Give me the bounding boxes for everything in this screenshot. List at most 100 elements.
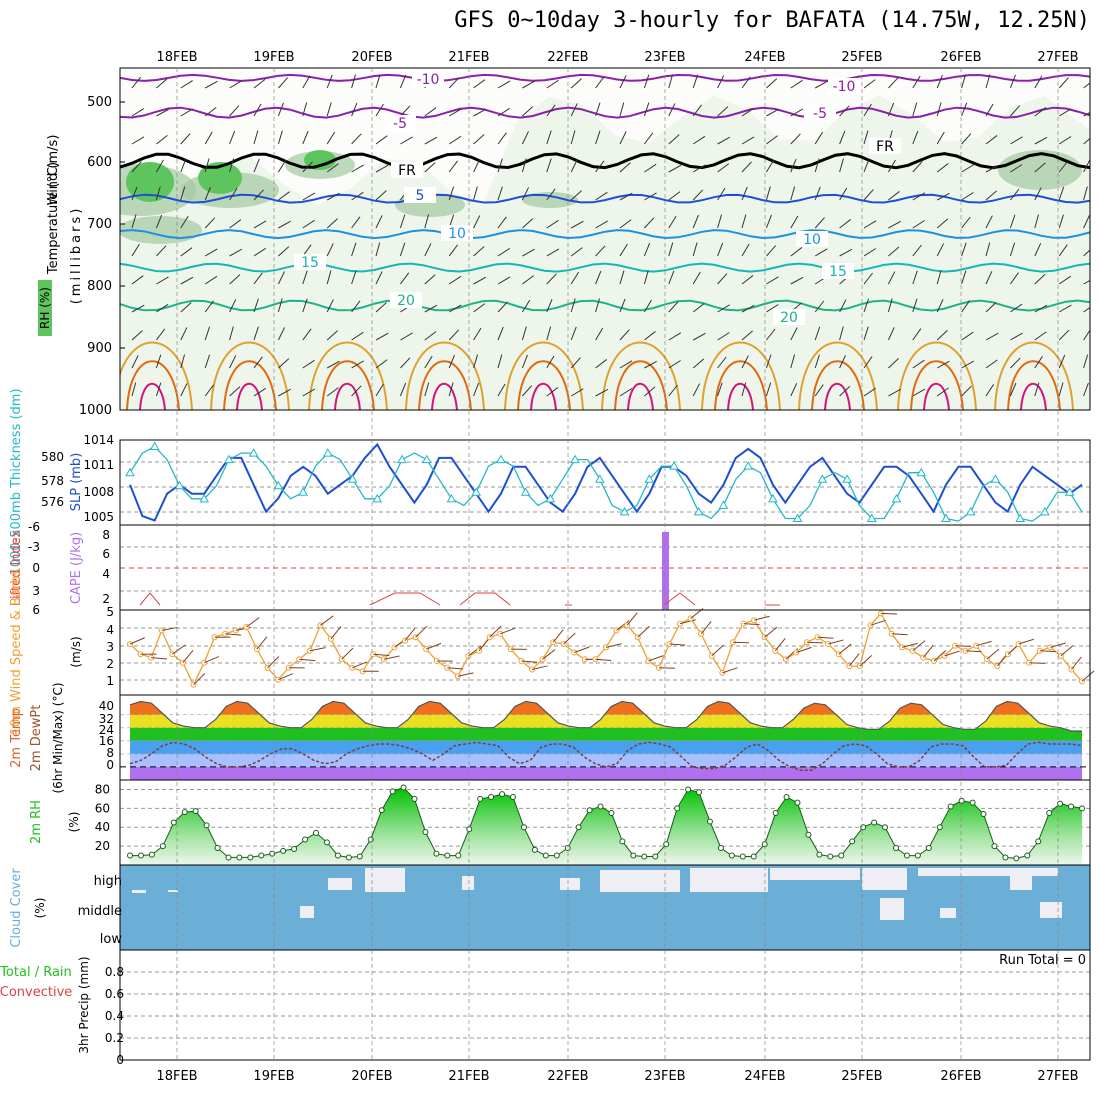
rh-point (772, 810, 779, 817)
wind-barb (521, 660, 538, 663)
wind-barb (375, 359, 388, 369)
wind-barb (922, 644, 934, 658)
thickness-point (174, 480, 185, 490)
wind-barb (473, 159, 481, 173)
wind-barb (326, 131, 336, 145)
wind-barb (936, 330, 948, 341)
isotherm-35 (627, 382, 654, 410)
rh-point (739, 853, 746, 860)
wind-barb (497, 216, 507, 229)
precip-tick-label: 0.6 (105, 987, 124, 1001)
wind-barb (1009, 382, 1017, 397)
wind-barb (741, 275, 754, 285)
wind-barb (912, 388, 926, 397)
temp-band (130, 714, 1082, 728)
rh-point (597, 803, 604, 810)
rh-point (520, 824, 527, 831)
day-label-bottom: 25FEB (841, 1069, 882, 1084)
wind-barb (839, 355, 846, 369)
wind-barb (1083, 215, 1090, 229)
wind-barb (204, 384, 215, 397)
rh-point (882, 824, 889, 831)
wind-barb (375, 74, 381, 89)
wind-barb (766, 304, 779, 313)
wind-barb (863, 387, 876, 397)
rh-point (356, 853, 363, 860)
wind-barb (985, 215, 993, 229)
wind-barb (863, 272, 874, 285)
thickness-point (421, 454, 432, 464)
wind-barb (595, 130, 601, 145)
wind-barb (570, 388, 584, 397)
wind-barb (644, 192, 657, 201)
wind-barb (648, 655, 664, 662)
wind-barb (692, 214, 699, 229)
thickness-point (298, 487, 308, 496)
wind-barb (473, 276, 487, 285)
wind-barb (692, 303, 705, 313)
wind-barb (155, 214, 163, 229)
thickness-point (817, 474, 828, 483)
wind-barb (1009, 74, 1016, 89)
wind-barb (790, 383, 798, 397)
wind-barb (644, 386, 656, 397)
wind-barb (424, 243, 432, 257)
wind-barb (497, 276, 511, 285)
panel-label: CAPE (J/kg) (69, 532, 84, 604)
cape-li-panel: -6 -3 0 3 6 8 6 4 2 Lifted Index CAPE (J/kg) (9, 520, 1090, 617)
wind-barb (888, 220, 901, 229)
wind-barb (448, 108, 462, 117)
rh-point (958, 797, 965, 804)
wind-barb (1034, 75, 1043, 89)
wind-barb (522, 80, 535, 89)
day-label-top: 21FEB (448, 50, 489, 65)
wind-barb (156, 108, 169, 117)
wind-barb (595, 245, 606, 257)
wind-barb (473, 186, 478, 201)
wind-barb (839, 386, 851, 397)
wind-barb (448, 329, 460, 341)
lifted-index-line (663, 592, 696, 606)
rh-point (553, 852, 560, 859)
wind-barb (1083, 137, 1090, 145)
wind-barb (912, 298, 918, 313)
wind-barb (1010, 303, 1023, 313)
run-total: Run Total = 0 (999, 953, 1086, 968)
wind-barb (172, 644, 186, 655)
wind-barb (253, 189, 264, 201)
day-label-top: 18FEB (156, 50, 197, 65)
wind-barb (722, 667, 738, 674)
wind-barb (806, 641, 823, 644)
wind-barb (668, 301, 679, 313)
isotherm-label: FR (398, 163, 416, 179)
wind-barb (546, 130, 552, 145)
isotherm-25 (120, 341, 193, 410)
wind-barb (863, 220, 877, 229)
wind-barb (814, 354, 820, 369)
wind-barb (985, 74, 991, 89)
wind-barb (478, 638, 490, 652)
panel-label: Lifted Index (9, 529, 24, 606)
wind-barb (766, 78, 778, 89)
wind-barb (1058, 304, 1072, 313)
wind-barb (180, 133, 191, 145)
wind-barb (424, 214, 430, 229)
wind-barb (400, 272, 410, 285)
lifted-index-line (459, 592, 511, 606)
rh-point (509, 794, 516, 800)
wind-barb (204, 158, 210, 173)
wind-barb (717, 304, 730, 313)
wind-barb (1083, 382, 1089, 397)
wind-barb (863, 158, 870, 173)
wind-barb (912, 161, 923, 173)
thickness-point (669, 461, 679, 470)
isotherm-30 (223, 360, 277, 410)
wind-barb (497, 132, 507, 145)
rh-point (969, 799, 976, 806)
wind-barb (961, 216, 971, 229)
isotherm-30 (517, 360, 571, 410)
wind-barb (1039, 650, 1056, 653)
wind-barb (741, 107, 754, 117)
rh-point (542, 852, 549, 859)
wind-barb (814, 80, 828, 89)
